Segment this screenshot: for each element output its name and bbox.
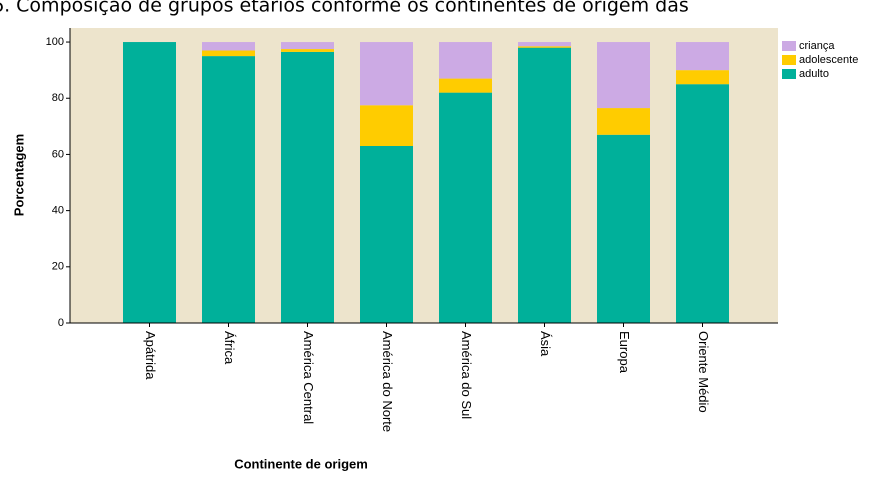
x-tick-label: Apátrida (143, 331, 158, 380)
y-tick-label: 80 (52, 92, 64, 104)
bar-segment (597, 108, 650, 135)
bar-segment (281, 49, 334, 52)
bar-segment (202, 56, 255, 323)
legend-swatch (782, 69, 796, 79)
x-tick-label: América do Sul (459, 331, 474, 419)
x-tick-label: América Central (301, 331, 316, 424)
y-tick-label: 40 (52, 205, 64, 217)
x-tick-label: Oriente Médio (696, 331, 711, 413)
bar-segment (123, 42, 176, 324)
y-tick-label: 20 (52, 261, 64, 273)
legend-label: adolescente (799, 54, 858, 66)
legend-label: criança (799, 40, 835, 52)
bar-segment (518, 46, 571, 48)
bar-segment (360, 146, 413, 323)
y-tick-label: 0 (58, 317, 64, 329)
bar-segment (597, 42, 650, 109)
y-axis-label: Porcentagem (11, 134, 26, 216)
bar-segment (439, 92, 492, 323)
bar-segment (360, 105, 413, 146)
bar-segment (360, 42, 413, 106)
bar-segment (676, 84, 729, 323)
bar-segment (202, 42, 255, 51)
legend-swatch (782, 55, 796, 65)
bar-segment (281, 42, 334, 50)
plot-area (70, 28, 778, 323)
chart-title: 6. Composição de grupos etários conforme… (0, 0, 689, 17)
bar-segment (676, 70, 729, 85)
y-tick-label: 100 (46, 36, 64, 48)
x-tick-label: África (222, 331, 237, 365)
x-axis-label: Continente de origem (234, 456, 368, 471)
legend-label: adulto (799, 68, 829, 80)
bar-segment (439, 78, 492, 93)
bar-segment (597, 134, 650, 323)
x-tick-label: Ásia (538, 331, 553, 357)
legend-swatch (782, 41, 796, 51)
y-tick-label: 60 (52, 148, 64, 160)
bar-segment (518, 42, 571, 47)
x-tick-label: Europa (617, 331, 632, 374)
bar-segment (281, 51, 334, 323)
bar-segment (439, 42, 492, 79)
bar-segment (518, 47, 571, 324)
bar-segment (202, 50, 255, 57)
x-tick-label: América do Norte (380, 331, 395, 432)
bar-segment (676, 42, 729, 71)
